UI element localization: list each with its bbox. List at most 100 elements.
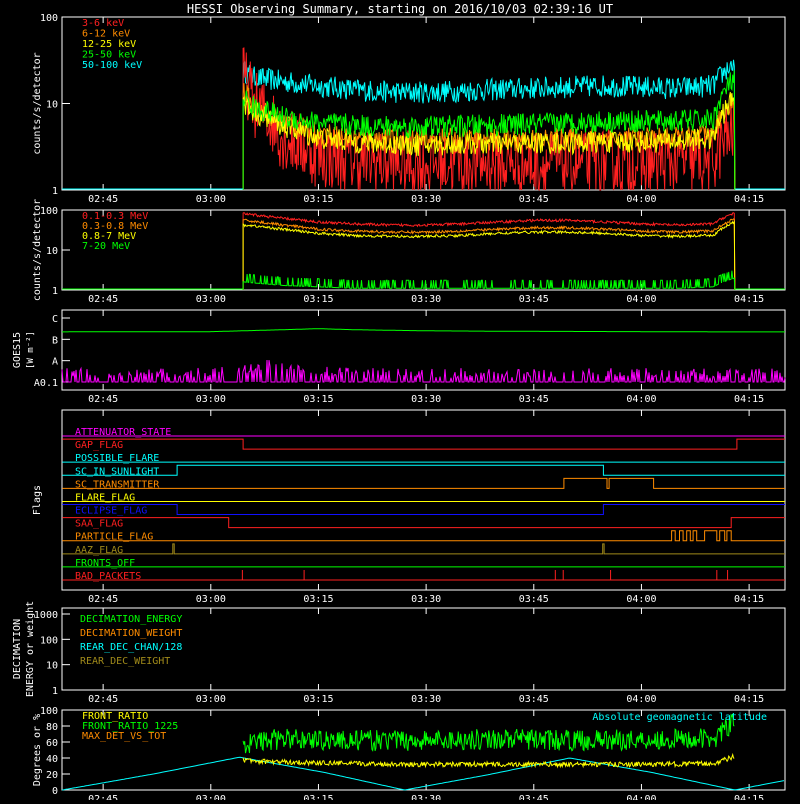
panel-frame-3	[61, 409, 786, 591]
series-line-5-1	[242, 713, 735, 754]
flag-label-5: FLARE_FLAG	[75, 492, 135, 503]
legend-entry-4-1: DECIMATION_WEIGHT	[80, 628, 182, 639]
legend-entry-0-0: 3-6 keV	[82, 18, 124, 29]
flag-line-6	[62, 504, 785, 516]
x-tick-label-4-3: 03:30	[411, 694, 441, 705]
legend-entry-1-0: 0.1-0.3 MeV	[82, 211, 148, 222]
flag-label-0: ATTENUATOR_STATE	[75, 427, 171, 438]
x-tick-label-3-1: 03:00	[196, 594, 226, 605]
x-tick-label-5-3: 03:30	[411, 794, 441, 800]
y-tick-label-0-2: 100	[40, 13, 58, 24]
x-tick-label-3-3: 03:30	[411, 594, 441, 605]
x-tick-label-2-0: 02:45	[88, 394, 118, 405]
y-tick-label-4-1: 10	[46, 661, 58, 672]
x-tick-label-5-2: 03:15	[303, 794, 333, 800]
legend-entry-0-2: 12-25 keV	[82, 39, 136, 50]
x-tick-label-2-5: 04:00	[626, 394, 656, 405]
series-line-0-3	[242, 70, 736, 191]
y-axis-label-0: counts/s/detector	[32, 52, 43, 154]
y-tick-label-1-0: 1	[52, 286, 58, 297]
y-tick-label-5-4: 80	[46, 722, 58, 733]
legend-entry-4-0: DECIMATION_ENERGY	[80, 614, 182, 625]
flag-label-3: SC_IN_SUNLIGHT	[75, 466, 159, 477]
y-axis-label-2: GOES15	[12, 332, 23, 368]
x-tick-label-2-3: 03:30	[411, 394, 441, 405]
y-tick-label-1-1: 10	[46, 246, 58, 257]
x-tick-label-2-6: 04:15	[734, 394, 764, 405]
series-line-2-1	[61, 359, 786, 383]
series-line-0-2	[242, 91, 736, 191]
x-tick-label-4-4: 03:45	[519, 694, 549, 705]
y-axis-label-5: Degrees or %	[32, 714, 43, 786]
y-axis-label-1: counts/s/detector	[32, 199, 43, 301]
series-line-2-0	[62, 328, 785, 333]
flag-label-10: FRONTS_OFF	[75, 558, 135, 569]
x-tick-label-4-1: 03:00	[196, 694, 226, 705]
x-tick-label-5-0: 02:45	[88, 794, 118, 800]
series-line-1-2	[242, 220, 736, 291]
flag-label-8: PARTICLE_FLAG	[75, 532, 153, 543]
flag-label-7: SAA_FLAG	[75, 519, 123, 530]
y-tick-label-2-2: B	[52, 335, 58, 346]
y-axis-label-4a: DECIMATION	[12, 619, 23, 679]
legend-entry-0-4: 50-100 keV	[82, 60, 142, 71]
flag-line-8	[62, 530, 785, 542]
x-tick-label-0-4: 03:45	[519, 194, 549, 205]
x-tick-label-0-0: 02:45	[88, 194, 118, 205]
flag-label-4: SC_TRANSMITTER	[75, 479, 160, 490]
flag-line-3	[62, 464, 785, 476]
y-tick-label-4-0: 1	[52, 686, 58, 697]
x-tick-label-0-3: 03:30	[411, 194, 441, 205]
y-tick-label-2-3: C	[52, 314, 58, 325]
x-tick-label-5-5: 04:00	[626, 794, 656, 800]
series-line-0-1	[242, 83, 736, 191]
y-tick-label-0-1: 10	[46, 100, 58, 111]
latitude-annotation: Absolute geomagnetic latitude	[592, 712, 767, 723]
x-tick-label-5-1: 03:00	[196, 794, 226, 800]
x-tick-label-0-1: 03:00	[196, 194, 226, 205]
x-tick-label-4-5: 04:00	[626, 694, 656, 705]
panel-frame-5	[61, 709, 786, 791]
x-tick-label-5-6: 04:15	[734, 794, 764, 800]
x-tick-label-0-2: 03:15	[303, 194, 333, 205]
y-tick-label-4-2: 100	[40, 635, 58, 646]
series-line-5-3	[61, 756, 785, 791]
y-tick-label-5-2: 40	[46, 754, 58, 765]
flag-label-2: POSSIBLE_FLARE	[75, 453, 159, 464]
y-tick-label-5-3: 60	[46, 738, 58, 749]
flag-line-9	[62, 543, 785, 555]
y-tick-label-2-0: A0.1	[34, 378, 58, 389]
y-tick-label-5-1: 20	[46, 770, 58, 781]
legend-entry-4-3: REAR_DEC_WEIGHT	[80, 656, 170, 667]
x-tick-label-2-1: 03:00	[196, 394, 226, 405]
y-axis-label-4b: ENERGY or weight	[25, 601, 36, 697]
legend-entry-1-2: 0.8-7 MeV	[82, 231, 136, 242]
flag-line-1	[62, 438, 785, 450]
series-line-0-4	[242, 59, 736, 191]
x-tick-label-5-4: 03:45	[519, 794, 549, 800]
x-tick-label-1-0: 02:45	[88, 294, 118, 305]
x-tick-label-2-2: 03:15	[303, 394, 333, 405]
x-tick-label-4-0: 02:45	[88, 694, 118, 705]
legend-entry-5-2: MAX_DET_VS_TOT	[82, 731, 166, 742]
y-tick-label-0-0: 1	[52, 186, 58, 197]
legend-entry-0-1: 6-12 keV	[82, 29, 130, 40]
x-tick-label-1-5: 04:00	[626, 294, 656, 305]
x-tick-label-3-2: 03:15	[303, 594, 333, 605]
x-tick-label-3-4: 03:45	[519, 594, 549, 605]
x-tick-label-3-5: 04:00	[626, 594, 656, 605]
y-axis-label-3: Flags	[32, 485, 43, 515]
x-tick-label-3-6: 04:15	[734, 594, 764, 605]
flag-label-1: GAP_FLAG	[75, 440, 123, 451]
legend-entry-5-0: FRONT_RATIO	[82, 711, 148, 722]
legend-entry-1-1: 0.3-0.8 MeV	[82, 221, 148, 232]
x-tick-label-2-4: 03:45	[519, 394, 549, 405]
series-line-1-1	[242, 218, 736, 291]
x-tick-label-4-2: 03:15	[303, 694, 333, 705]
legend-entry-0-3: 25-50 keV	[82, 50, 136, 61]
flag-line-7	[62, 517, 785, 529]
flag-label-6: ECLIPSE_FLAG	[75, 506, 147, 517]
y-tick-label-1-2: 100	[40, 206, 58, 217]
y-tick-label-2-1: A	[52, 357, 58, 368]
